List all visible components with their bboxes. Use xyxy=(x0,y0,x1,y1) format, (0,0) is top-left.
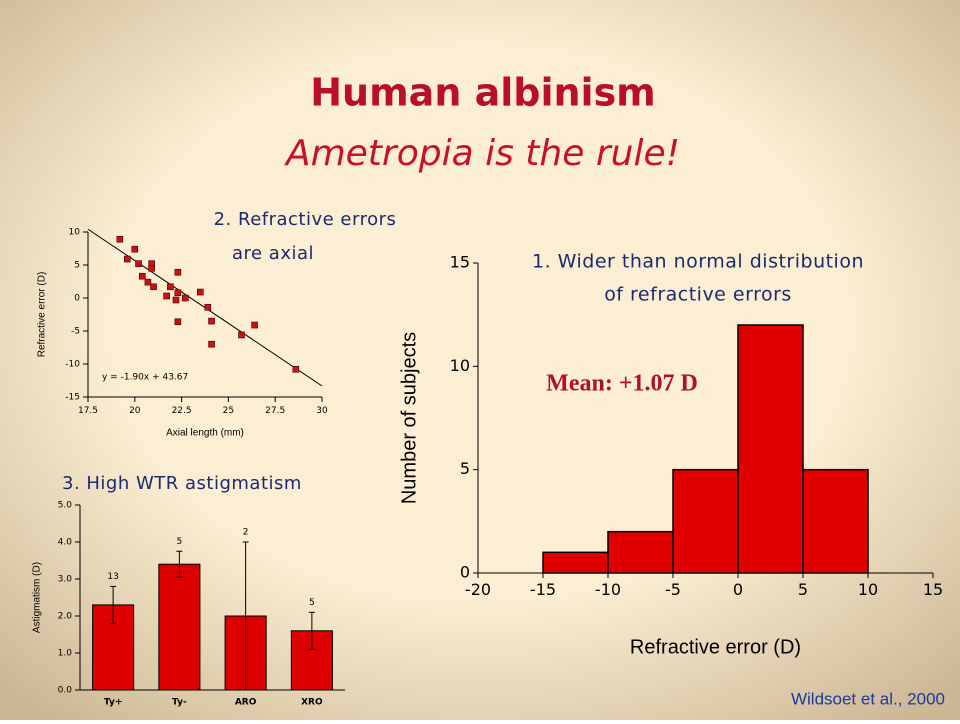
scatter-point xyxy=(148,264,155,272)
scatter-point xyxy=(131,245,139,253)
x-tick-label: -5 xyxy=(665,580,681,599)
scatter-point xyxy=(208,317,215,325)
x-tick-label: XRO xyxy=(301,698,323,708)
x-tick-label: 27.5 xyxy=(265,406,285,416)
scatter-point xyxy=(167,283,174,291)
scatter-point xyxy=(174,289,182,297)
chart-title: 2. Refractive errors xyxy=(214,209,397,230)
x-tick-label: Ty- xyxy=(172,698,187,708)
histogram-bar xyxy=(542,551,609,574)
bar xyxy=(158,563,201,691)
x-tick-label: 25 xyxy=(223,406,234,416)
scatter-point xyxy=(208,340,215,348)
chart-title: of refractive errors xyxy=(604,284,792,306)
scatter-point xyxy=(292,365,300,373)
y-tick-label: 15 xyxy=(450,253,470,272)
x-tick-label: 0 xyxy=(733,580,743,599)
scatter-point xyxy=(174,268,182,276)
citation: Wildsoet et al., 2000 xyxy=(791,689,945,708)
histogram-bar xyxy=(672,468,739,574)
scatter-point xyxy=(204,303,212,311)
annotation: Mean: +1.07 D xyxy=(546,371,698,397)
y-tick-label: 5 xyxy=(74,261,80,271)
x-tick-label: 22.5 xyxy=(172,406,192,416)
y-axis-label: Astigmatism (D) xyxy=(32,562,43,633)
count-label: 5 xyxy=(309,598,315,608)
x-tick-label: ARO xyxy=(235,698,257,708)
scatter-point xyxy=(135,260,142,267)
x-tick-label: -10 xyxy=(595,580,621,599)
scatter-point xyxy=(172,296,180,304)
count-label: 5 xyxy=(177,537,183,547)
x-tick-label: -15 xyxy=(530,580,556,599)
y-axis-label: Refractive error (D) xyxy=(37,272,48,358)
x-tick-label: 17.5 xyxy=(78,406,98,416)
x-tick-label: Ty+ xyxy=(104,698,122,708)
y-tick-label: 3.0 xyxy=(58,575,73,585)
y-tick-label: 5.0 xyxy=(58,501,73,511)
scatter-point xyxy=(238,331,245,339)
scatter-point xyxy=(163,292,170,300)
count-label: 2 xyxy=(243,528,249,538)
scatter-point xyxy=(251,321,258,329)
y-tick-label: 2.0 xyxy=(58,612,73,622)
x-axis-label: Refractive error (D) xyxy=(630,636,801,658)
y-tick-label: 10 xyxy=(69,228,81,238)
y-tick-label: 5 xyxy=(460,459,470,478)
chart-title: 1. Wider than normal distribution xyxy=(532,251,864,273)
histogram-bar xyxy=(607,530,674,574)
y-tick-label: 0 xyxy=(74,294,80,304)
chart-title: 3. High WTR astigmatism xyxy=(62,473,302,494)
y-tick-label: 1.0 xyxy=(58,649,73,659)
fit-label: y = -1.90x + 43.67 xyxy=(102,373,188,383)
y-tick-label: 0.0 xyxy=(58,686,73,696)
y-tick-label: 0 xyxy=(460,563,470,582)
histogram-bar xyxy=(802,468,869,574)
y-tick-label: -10 xyxy=(65,360,80,370)
histogram-bar xyxy=(737,324,804,574)
x-axis-label: Axial length (mm) xyxy=(166,428,244,439)
slide-title: Human albinism xyxy=(310,71,656,115)
y-tick-label: 4.0 xyxy=(58,538,73,548)
scatter-point xyxy=(138,272,146,280)
x-tick-label: 20 xyxy=(129,406,141,416)
y-tick-label: 10 xyxy=(450,356,470,375)
x-tick-label: 10 xyxy=(858,580,878,599)
slide-subtitle: Ametropia is the rule! xyxy=(284,133,680,174)
scatter-point xyxy=(197,288,204,296)
scatter-point xyxy=(174,318,182,326)
x-tick-label: -20 xyxy=(465,580,491,599)
x-tick-label: 5 xyxy=(798,580,808,599)
scatter-point xyxy=(116,235,124,243)
y-axis-label: Number of subjects xyxy=(398,332,420,504)
scatter-point xyxy=(150,283,157,291)
count-label: 13 xyxy=(107,572,118,582)
scatter-point xyxy=(124,255,131,263)
y-tick-label: -15 xyxy=(65,393,80,403)
x-tick-label: 30 xyxy=(316,406,328,416)
scatter-point xyxy=(144,278,152,286)
chart-title: are axial xyxy=(232,243,314,264)
x-tick-label: 15 xyxy=(923,580,943,599)
scatter-point xyxy=(182,294,189,302)
y-tick-label: -5 xyxy=(71,327,80,337)
